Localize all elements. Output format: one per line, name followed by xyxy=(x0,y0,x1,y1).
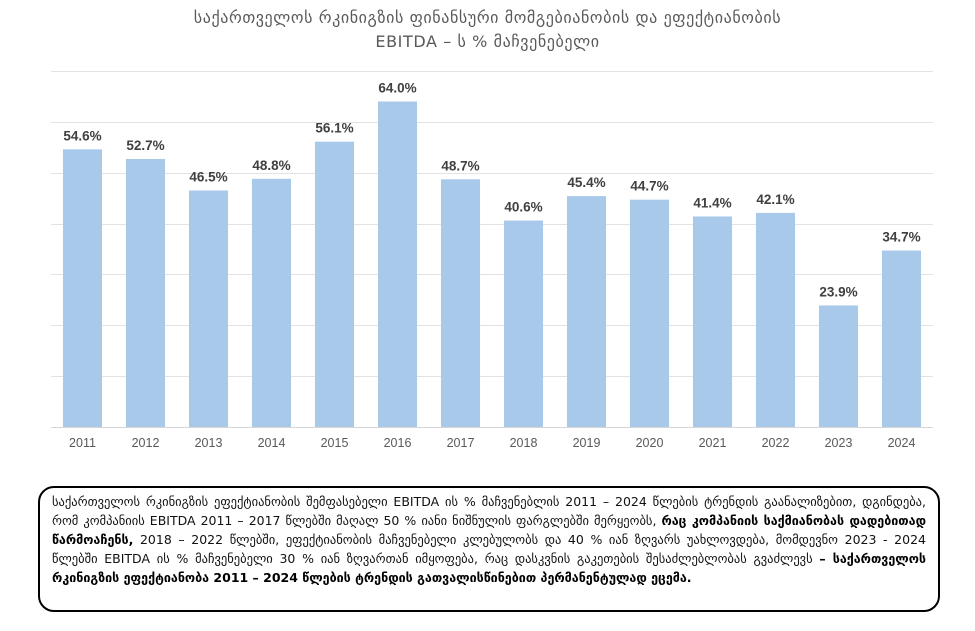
x-tick-label-2019: 2019 xyxy=(573,436,601,450)
bar-2022 xyxy=(755,212,796,427)
x-tick-label-2012: 2012 xyxy=(132,436,160,450)
bar-2011 xyxy=(62,149,103,427)
data-label-2021: 41.4% xyxy=(693,195,731,210)
x-tick-label-2021: 2021 xyxy=(699,436,727,450)
bar-2019 xyxy=(566,196,607,427)
data-label-2012: 52.7% xyxy=(126,138,164,153)
data-label-2014: 48.8% xyxy=(252,158,290,173)
bar-2023 xyxy=(818,305,859,427)
data-label-2013: 46.5% xyxy=(189,170,227,185)
chart-title: საქართველოს რკინიგზის ფინანსური მომგებია… xyxy=(0,6,975,54)
bar-2013 xyxy=(188,190,229,427)
x-tick-label-2020: 2020 xyxy=(636,436,664,450)
bar-chart: 54.6% 52.7% 46.5% 48.8% 56.1% 64.0% 48.7% 40.6%… xyxy=(51,71,933,450)
data-label-2016: 64.0% xyxy=(378,81,416,96)
gridlines xyxy=(51,71,933,428)
chart-title-line-1: საქართველოს რკინიგზის ფინანსური მომგებია… xyxy=(193,8,782,27)
bar-2021 xyxy=(692,216,733,427)
x-tick-label-2016: 2016 xyxy=(384,436,412,450)
bar-2018 xyxy=(503,220,544,427)
data-label-2017: 48.7% xyxy=(441,158,479,173)
data-label-2024: 34.7% xyxy=(882,230,920,245)
data-label-2020: 44.7% xyxy=(630,179,668,194)
summary-emphasis-1: რაც კომპანიის საქმიანობას დადებითად წარმ… xyxy=(52,513,926,547)
data-label-2023: 23.9% xyxy=(819,284,857,299)
summary-emphasis-2: – საქართველოს რკინიგზის ეფექტიანობა 2011… xyxy=(52,551,927,585)
bar-2020 xyxy=(629,199,670,427)
x-tick-label-2022: 2022 xyxy=(762,436,790,450)
data-label-2018: 40.6% xyxy=(504,200,542,215)
data-label-2011: 54.6% xyxy=(63,128,101,143)
data-label-2022: 42.1% xyxy=(756,192,794,207)
summary-text-part-2: 2018 – 2022 წლებში, ეფექტიანობის მაჩვენე… xyxy=(52,532,926,566)
x-tick-label-2015: 2015 xyxy=(321,436,349,450)
bars xyxy=(62,101,922,428)
summary-text: საქართველოს რკინიგზის ეფექტიანობის შემფა… xyxy=(52,492,926,587)
summary-text-part-1: საქართველოს რკინიგზის ეფექტიანობის შემფა… xyxy=(52,494,926,528)
x-tick-label-2013: 2013 xyxy=(195,436,223,450)
x-tick-label-2017: 2017 xyxy=(447,436,475,450)
bar-2017 xyxy=(440,179,481,427)
data-label-2015: 56.1% xyxy=(315,121,353,136)
x-tick-label-2024: 2024 xyxy=(888,436,916,450)
x-tick-label-2018: 2018 xyxy=(510,436,538,450)
x-tick-label-2011: 2011 xyxy=(69,436,96,450)
bar-2016 xyxy=(377,101,418,427)
data-labels: 54.6% 52.7% 46.5% 48.8% 56.1% 64.0% 48.7% 40.6%… xyxy=(63,81,920,300)
chart-title-line-2: EBITDA – ს % მაჩვენებელი xyxy=(375,32,600,51)
bar-2024 xyxy=(881,250,922,427)
x-tick-labels: 2011 2012 2013 2014 2015 2016 2017 2018 2019 2020… xyxy=(69,436,915,450)
x-tick-label-2023: 2023 xyxy=(825,436,853,450)
x-tick-label-2014: 2014 xyxy=(258,436,286,450)
bar-2012 xyxy=(125,158,166,428)
summary-box: საქართველოს რკინიგზის ეფექტიანობის შემფა… xyxy=(38,486,940,612)
bar-2015 xyxy=(314,141,355,428)
bar-2014 xyxy=(251,178,292,427)
data-label-2019: 45.4% xyxy=(567,175,605,190)
